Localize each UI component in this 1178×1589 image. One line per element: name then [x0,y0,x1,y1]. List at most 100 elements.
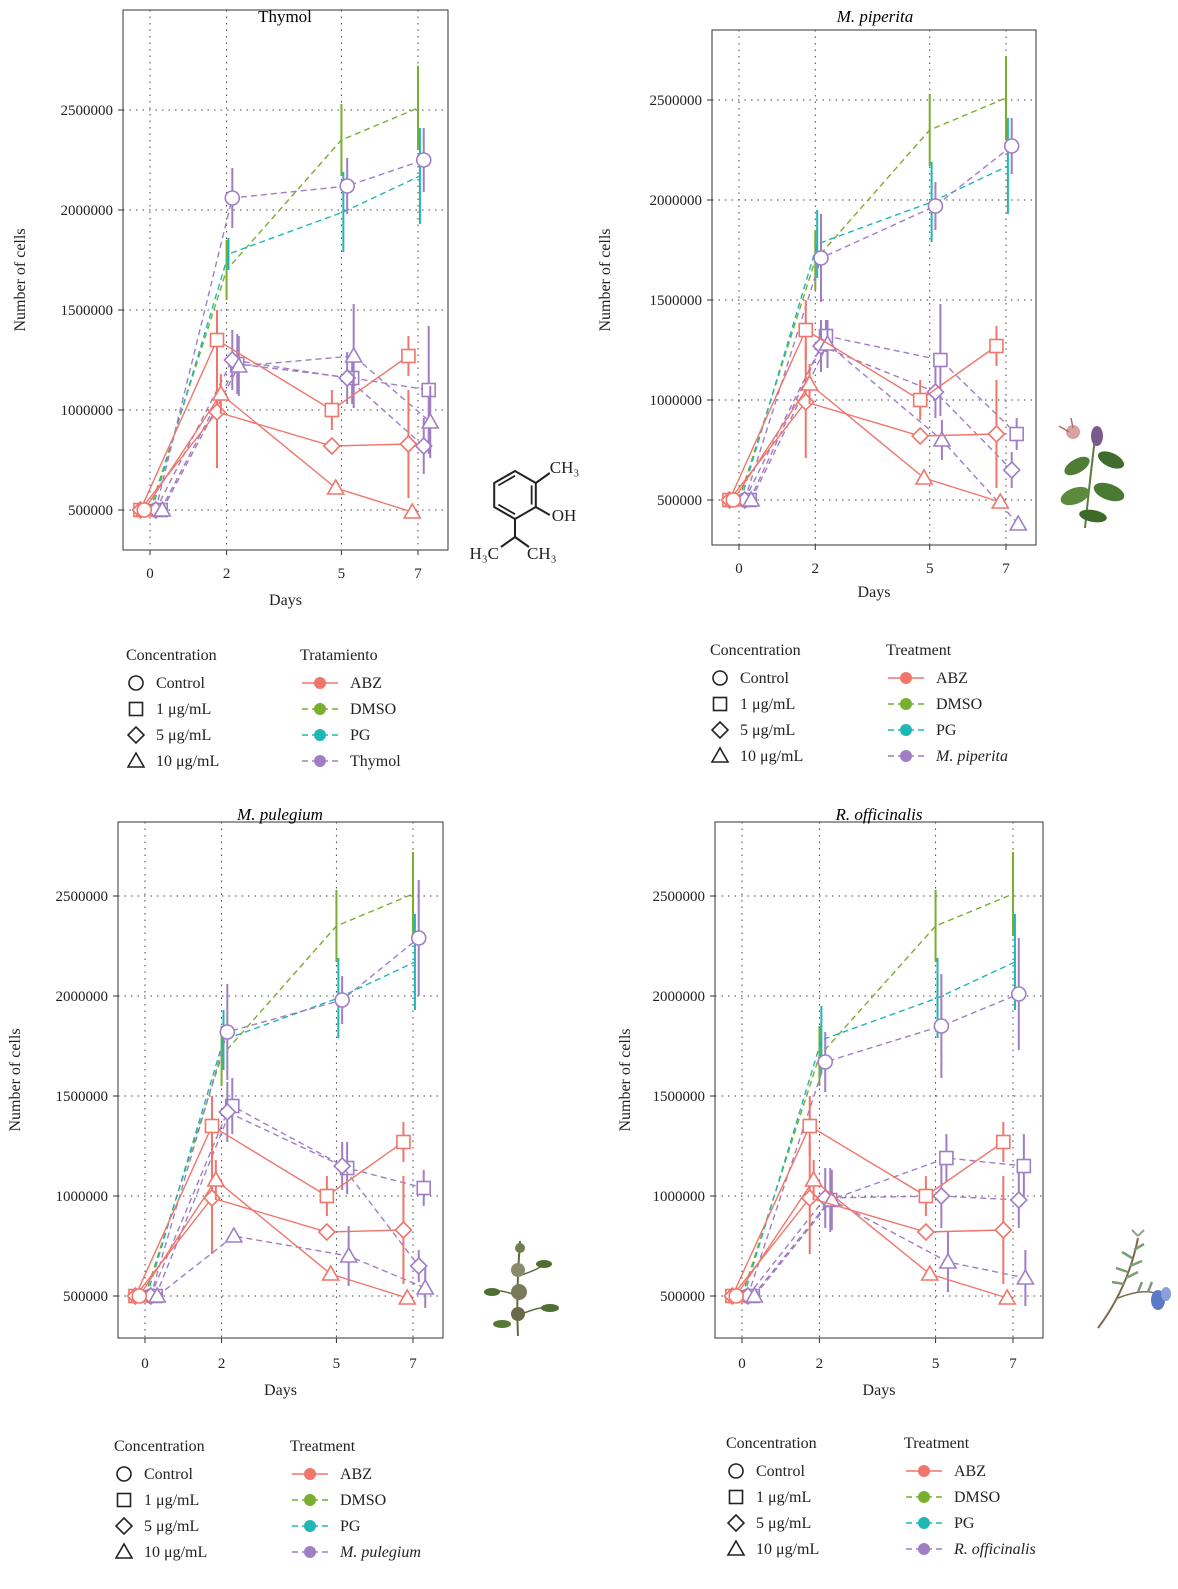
series-eo-triangle [745,1170,1035,1306]
marker-circle [817,1054,834,1070]
marker-circle [933,1018,950,1034]
marker-circle [136,502,153,518]
series-line [732,382,1001,503]
marker-circle [728,1288,744,1304]
marker-square [712,696,728,712]
x-tick-label: 7 [1002,561,1010,577]
x-axis-label: Days [264,1382,297,1399]
legend-treatment-label: Thymol [350,753,401,770]
legend-dot [900,698,912,710]
series-eo-circle [736,118,1020,508]
legend-treatment-label: ABZ [954,1463,986,1480]
x-tick-label: 7 [1009,1356,1017,1372]
methyl-bond [535,472,551,484]
legend-concentration-label: 5 μg/mL [144,1518,199,1535]
marker-square [933,352,948,368]
series-eo-square [153,326,437,518]
marker-diamond [796,392,815,412]
legend-treatment-title: Treatment [904,1435,970,1452]
marker-square [209,332,225,348]
marker-triangle [344,346,364,363]
series-line [752,1157,1024,1297]
marker-triangle [804,1170,823,1187]
marker-triangle [321,1264,341,1281]
marker-triangle [206,1170,226,1187]
marker-diamond [218,1102,237,1122]
series-abz-circle [728,1288,744,1304]
marker-triangle [397,1288,417,1305]
marker-square [939,1150,954,1166]
marker-diamond [338,368,357,388]
h3c-label: H₃C [469,544,499,563]
marker-diamond [710,720,730,740]
x-tick-label: 0 [141,1356,149,1372]
marker-diamond [114,1516,134,1536]
series-abz-circle [131,1288,148,1304]
series-line [156,1235,426,1297]
marker-triangle [710,746,730,763]
marker-triangle [914,468,934,485]
marker-diamond [322,436,341,456]
series-line [753,1199,1026,1297]
y-tick-label: 2500000 [653,889,706,905]
series-eo-diamond [146,330,433,520]
legend-concentration-label: Control [156,675,205,692]
y-tick-label: 1000000 [653,1189,706,1205]
legend-treatment-label: DMSO [340,1492,386,1509]
series-dmso-none [738,56,1007,501]
legend-dot [900,750,912,762]
x-tick-label: 2 [816,1356,824,1372]
legend-dot [900,724,912,736]
marker-diamond [399,434,418,454]
marker-triangle [920,1264,940,1281]
legend-dot [314,755,326,767]
legend-concentration-label: 1 μg/mL [756,1489,811,1506]
series-line [139,338,409,511]
series-eo-diamond [735,320,1021,510]
x-tick-label: 2 [218,1356,226,1372]
x-axis-label: Days [863,1382,896,1399]
plot-frame [711,29,1037,546]
legend-dot [314,677,326,689]
marker-circle [1011,986,1027,1002]
series-line [728,401,997,501]
marker-triangle [800,374,819,391]
y-axis-label: Number of cells [617,1028,634,1131]
marker-diamond [126,725,146,745]
marker-square [1009,426,1024,442]
legend-dot [918,1465,930,1477]
marker-square [116,1492,132,1508]
plot-frame [122,9,449,551]
series-abz-square [722,300,1004,508]
y-tick-label: 2500000 [650,93,703,109]
marker-diamond [317,1222,336,1242]
y-tick-label: 1000000 [650,393,703,409]
marker-square [416,1180,432,1196]
series-abz-diamond [720,346,1006,510]
legend-concentration-label: 1 μg/mL [144,1492,199,1509]
plot-frame [117,821,444,1339]
series-line [144,893,414,1297]
x-tick-label: 5 [333,1356,341,1372]
marker-diamond [726,1513,746,1533]
x-tick-label: 5 [926,561,934,577]
chart-panel-2: 500000 1000000 1500000 2000000 2500000 0 2 5 7 M.… [597,7,1128,765]
x-axis-label: Days [269,592,302,609]
series-line [134,1124,404,1297]
legend-dot [304,1546,316,1558]
marker-triangle [147,1286,167,1303]
legend-dot [314,729,326,741]
legend-concentration-label: 5 μg/mL [740,722,795,739]
marker-square [319,1188,335,1204]
series-dmso-none [741,852,1014,1297]
legend-dot [314,703,326,715]
marker-diamond [932,1186,951,1206]
legend-concentration-title: Concentration [114,1438,205,1455]
legend-concentration-label: 10 μg/mL [756,1541,819,1558]
series-line [743,961,1016,1297]
legend-treatment-label: DMSO [936,696,982,713]
marker-square [1016,1158,1032,1174]
legend-treatment-title: Treatment [886,642,952,659]
thymol-structure-icon: CH₃ OH H₃C CH₃ [469,458,579,563]
